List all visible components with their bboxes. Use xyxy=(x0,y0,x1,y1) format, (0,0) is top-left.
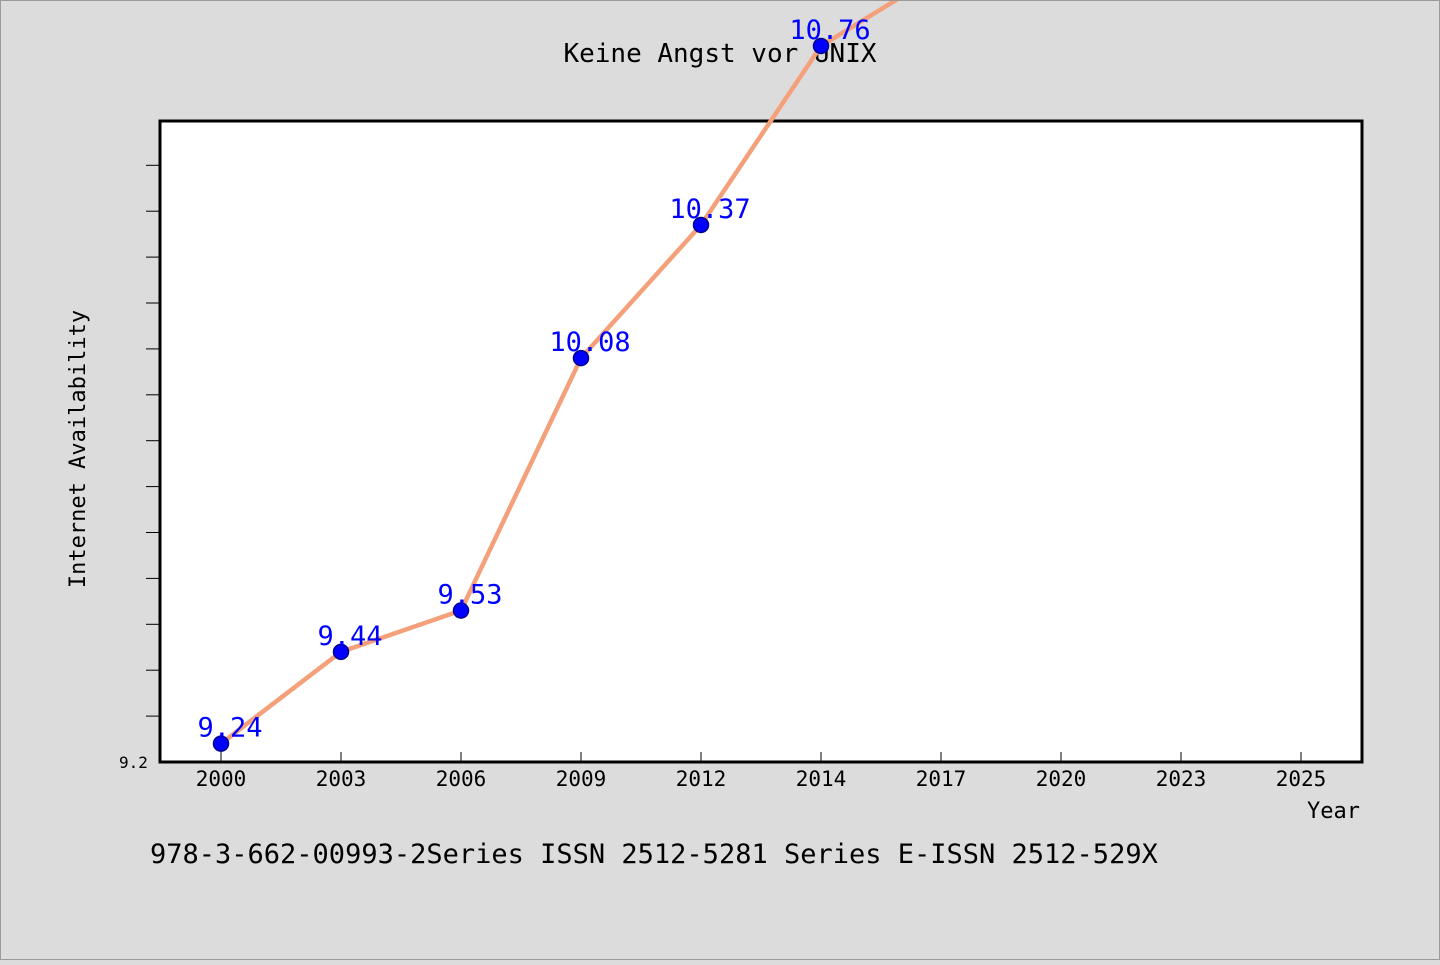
x-axis-ticks: 2000 2003 2006 2009 2012 2014 2017 2020 2023 2025 xyxy=(196,752,1327,791)
data-point xyxy=(812,37,830,55)
data-point xyxy=(212,735,230,752)
x-tick-label: 2009 xyxy=(556,767,607,791)
x-tick-label: 2006 xyxy=(436,767,487,791)
data-point xyxy=(452,602,470,619)
data-label: 10.76 xyxy=(789,15,870,46)
x-tick-label: 2012 xyxy=(676,767,727,791)
x-tick-label: 2017 xyxy=(916,767,967,791)
data-label: 10.37 xyxy=(669,194,750,225)
x-tick-label: 2003 xyxy=(316,767,367,791)
data-point xyxy=(332,643,350,661)
data-point xyxy=(572,349,590,367)
series-group: 9.249.449.5310.0810.3710.7610.9211.2211.… xyxy=(197,0,901,752)
data-label: 9.53 xyxy=(437,580,502,611)
y-axis-ticks: 9.2 xyxy=(119,164,160,772)
series-line xyxy=(218,0,901,746)
x-tick-label: 2020 xyxy=(1036,767,1087,791)
y-tick-label: 9.2 xyxy=(119,753,148,772)
x-tick-label: 2023 xyxy=(1156,767,1207,791)
x-axis-label: Year xyxy=(1307,799,1360,824)
x-tick-label: 2000 xyxy=(196,767,247,791)
data-label: 9.24 xyxy=(197,713,262,744)
y-axis-label: Internet Availability xyxy=(66,310,91,588)
data-label: 9.44 xyxy=(317,621,382,652)
data-point xyxy=(692,216,710,234)
data-label: 10.08 xyxy=(549,327,630,358)
x-tick-label: 2014 xyxy=(796,767,847,791)
x-tick-label: 2025 xyxy=(1276,767,1327,791)
plot-area xyxy=(158,119,1364,764)
footer-text: 978-3-662-00993-2Series ISSN 2512-5281 S… xyxy=(150,839,1158,870)
